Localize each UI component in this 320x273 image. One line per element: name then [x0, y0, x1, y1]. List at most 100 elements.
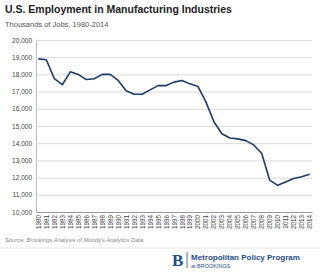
x-tick-label: 1999	[186, 215, 193, 230]
y-tick-label: 19,000	[12, 54, 32, 61]
source-note: Source: Brookings Analysis of Moody's An…	[5, 237, 144, 243]
grid-line	[36, 178, 312, 179]
y-tick-label: 10,000	[12, 209, 32, 216]
title: U.S. Employment in Manufacturing Industr…	[5, 3, 232, 15]
logo-subtext: at BROOKINGS	[191, 263, 231, 269]
y-tick: 19,000	[12, 54, 312, 61]
x-tick-label: 1989	[107, 215, 114, 230]
x-tick-label: 1995	[155, 215, 162, 230]
x-tick: 1988	[99, 212, 106, 229]
grid-line	[36, 195, 312, 196]
x-tick: 2003	[218, 212, 225, 229]
subtitle: Thousands of Jobs, 1980-2014	[5, 20, 108, 29]
y-tick-label: 15,000	[12, 123, 32, 130]
x-tick-label: 1984	[67, 215, 74, 230]
grid-line	[36, 92, 312, 93]
x-tick-label: 1980	[35, 215, 42, 230]
logo-mark: B	[172, 251, 183, 270]
y-tick: 15,000	[12, 123, 312, 130]
x-tick-label: 1988	[99, 215, 106, 230]
x-tick: 1982	[51, 212, 58, 229]
y-tick-label: 17,000	[12, 88, 32, 95]
x-tick: 2002	[210, 212, 217, 229]
y-tick-label: 20,000	[12, 37, 32, 44]
line	[38, 59, 309, 185]
x-tick: 2014	[306, 212, 313, 229]
y-tick-label: 16,000	[12, 105, 32, 112]
x-tick-label: 2005	[234, 215, 241, 230]
x-tick-label: 2014	[306, 215, 313, 230]
y-tick-label: 12,000	[12, 174, 32, 181]
x-tick-label: 2010	[274, 215, 281, 230]
x-tick: 1981	[43, 212, 50, 229]
logo-divider	[187, 252, 188, 268]
x-tick-label: 1990	[115, 215, 122, 230]
x-tick: 1996	[163, 212, 170, 229]
x-tick: 2012	[290, 212, 297, 229]
x-tick: 1994	[147, 212, 154, 229]
x-tick: 1987	[91, 212, 98, 229]
x-tick-label: 2001	[202, 215, 209, 230]
y-axis-line	[37, 41, 313, 213]
x-tick-label: 1985	[75, 215, 82, 230]
x-tick-label: 1997	[171, 215, 178, 230]
x-tick-label: 2004	[226, 215, 233, 230]
x-tick: 1992	[131, 212, 138, 229]
x-tick-label: 1991	[123, 215, 130, 230]
x-tick: 2005	[234, 212, 241, 229]
x-tick-label: 1983	[59, 215, 66, 230]
x-tick: 1985	[75, 212, 82, 229]
x-tick: 1998	[178, 212, 185, 229]
grid-line	[36, 212, 312, 213]
x-tick-label: 1987	[91, 215, 98, 230]
y-tick: 13,000	[12, 157, 312, 164]
x-tick-label: 2003	[218, 215, 225, 230]
grid-line	[36, 109, 312, 110]
x-axis-line	[37, 212, 313, 213]
x-tick: 2009	[266, 212, 273, 229]
y-tick: 17,000	[12, 88, 312, 95]
x-tick-label: 1986	[83, 215, 90, 230]
x-tick: 2010	[274, 212, 281, 229]
x-tick-label: 2000	[194, 215, 201, 230]
x-tick: 1983	[59, 212, 66, 229]
series	[38, 59, 309, 185]
x-tick: 1991	[123, 212, 130, 229]
grid-line	[36, 143, 312, 144]
x-tick: 2008	[258, 212, 265, 229]
x-tick: 1997	[171, 212, 178, 229]
y-tick: 14,000	[12, 140, 312, 147]
y-tick: 11,000	[13, 191, 312, 198]
y-tick: 18,000	[12, 71, 312, 78]
logo-text: Metropolitan Policy Program	[191, 253, 300, 262]
x-tick-label: 2012	[290, 215, 297, 230]
x-tick-label: 2006	[242, 215, 249, 230]
y-tick: 12,000	[12, 174, 312, 181]
x-tick-label: 2002	[210, 215, 217, 230]
x-tick: 1986	[83, 212, 90, 229]
x-tick-label: 2007	[250, 215, 257, 230]
x-tick: 1995	[155, 212, 162, 229]
y-tick-label: 14,000	[12, 140, 32, 147]
x-tick: 1980	[35, 212, 42, 229]
x-tick: 2001	[202, 212, 209, 229]
x-tick-label: 2013	[298, 215, 305, 230]
x-tick: 1990	[115, 212, 122, 229]
y-tick: 10,000	[12, 209, 312, 216]
x-tick: 2000	[194, 212, 201, 229]
x-tick-label: 2009	[266, 215, 273, 230]
x-tick: 2013	[298, 212, 305, 229]
x-tick: 1989	[107, 212, 114, 229]
x-tick: 1999	[186, 212, 193, 229]
x-tick: 2011	[282, 212, 289, 229]
x-tick-label: 1994	[147, 215, 154, 230]
x-tick-label: 2011	[282, 215, 289, 229]
grid-line	[36, 126, 312, 127]
y-tick-label: 18,000	[12, 71, 32, 78]
separator	[0, 248, 320, 249]
x-tick-label: 1993	[139, 215, 146, 230]
x-tick: 1993	[139, 212, 146, 229]
grid-line	[36, 57, 312, 58]
x-tick-label: 1996	[163, 215, 170, 230]
grid-line	[36, 40, 312, 41]
